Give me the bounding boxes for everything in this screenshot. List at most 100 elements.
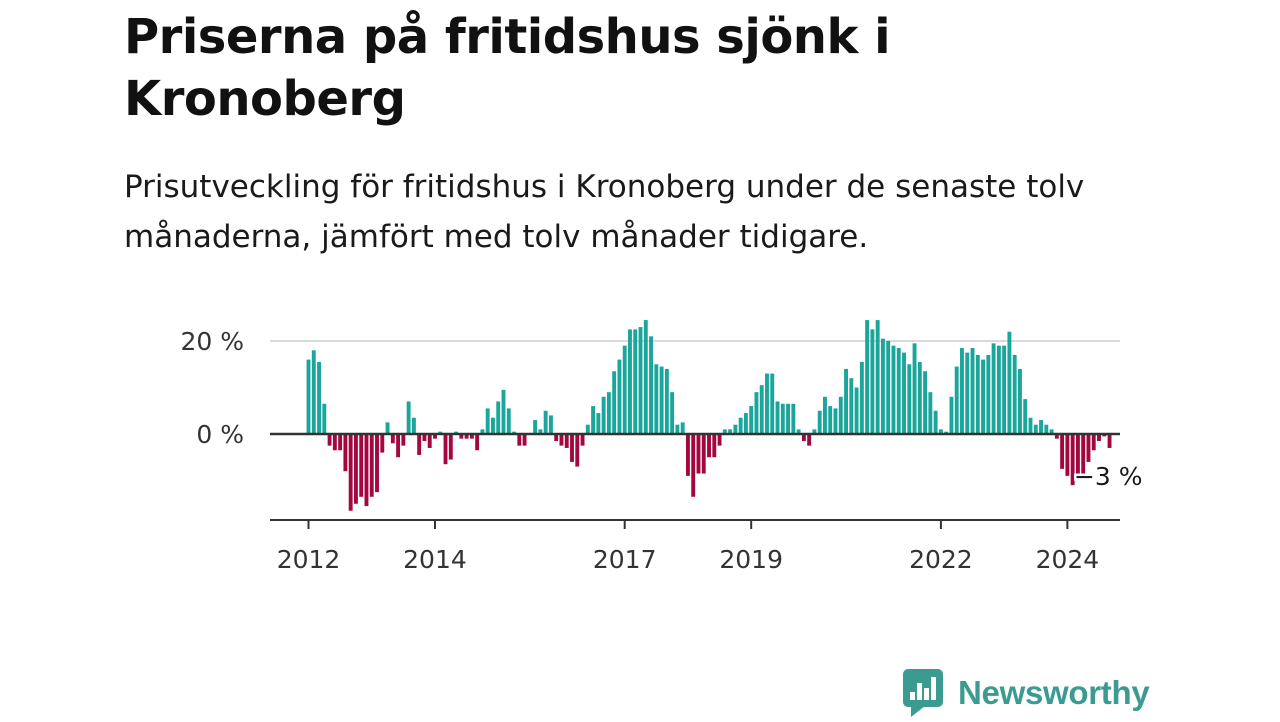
bar: [675, 424, 680, 434]
bar: [1012, 354, 1017, 434]
bar: [786, 403, 791, 434]
bar: [543, 410, 548, 434]
bar: [538, 429, 543, 434]
bar: [664, 368, 669, 434]
bar: [701, 434, 706, 474]
bar: [427, 434, 432, 448]
bar: [380, 434, 385, 453]
bar: [717, 434, 722, 446]
bar: [401, 434, 406, 446]
bar: [986, 354, 991, 434]
bar: [348, 434, 353, 511]
bar: [796, 429, 801, 434]
bar: [343, 434, 348, 472]
last-value-label: −3 %: [1074, 462, 1143, 491]
bar: [749, 406, 754, 434]
bar: [443, 434, 448, 465]
bar: [585, 424, 590, 434]
bar: [433, 434, 437, 439]
x-tick-label: 2022: [909, 545, 973, 574]
bar: [1018, 368, 1022, 434]
bar: [1081, 434, 1086, 474]
bar: [965, 352, 970, 434]
bar: [469, 434, 474, 439]
x-tick-label: 2014: [403, 545, 467, 574]
bar: [849, 378, 854, 434]
bar: [928, 392, 933, 434]
bar: [649, 336, 653, 434]
bar: [685, 434, 690, 476]
bar: [996, 345, 1001, 434]
bar: [1023, 399, 1028, 434]
bar: [754, 392, 759, 434]
bar: [522, 434, 527, 446]
bar: [859, 361, 864, 434]
bar: [1002, 345, 1007, 434]
bar: [554, 434, 559, 441]
bar: [606, 392, 611, 434]
x-tick-label: 2024: [1036, 545, 1100, 574]
bar: [1070, 434, 1075, 486]
bar: [896, 347, 901, 434]
bar: [1039, 420, 1043, 434]
bar: [496, 401, 501, 434]
bar: [917, 361, 922, 434]
bar: [960, 347, 964, 434]
bar: [475, 434, 480, 451]
bar: [817, 410, 822, 434]
y-tick-label: 20 %: [180, 327, 244, 356]
bar: [533, 420, 538, 434]
bar: [1060, 434, 1065, 469]
bar: [865, 320, 870, 434]
bar: [564, 434, 569, 448]
bar: [907, 364, 912, 434]
bar: [1075, 434, 1080, 476]
bar: [369, 434, 374, 497]
bar: [670, 392, 675, 434]
bar: [485, 408, 490, 434]
bar: [844, 368, 848, 434]
bar: [580, 434, 585, 446]
bar: [870, 329, 875, 434]
bar: [838, 396, 843, 434]
bar: [317, 361, 321, 434]
bar: [765, 373, 769, 434]
bar: [406, 401, 411, 434]
bar: [332, 434, 337, 451]
bar: [880, 338, 885, 434]
bar: [596, 413, 601, 434]
bar: [448, 434, 453, 460]
bar: [575, 434, 580, 467]
bar: [975, 354, 980, 434]
bar: [833, 408, 838, 434]
bar: [886, 341, 891, 434]
brand-logo[interactable]: Newsworthy: [902, 668, 1150, 718]
bar: [949, 396, 954, 434]
bar: [981, 359, 986, 434]
bar: [659, 366, 664, 434]
x-tick-label: 2012: [277, 545, 341, 574]
bar: [396, 434, 401, 458]
bar: [770, 373, 775, 434]
bar-chart-speech-bubble-icon: [902, 668, 944, 718]
brand-name: Newsworthy: [958, 674, 1150, 711]
bar: [823, 396, 827, 434]
bar: [923, 371, 928, 434]
bar: [780, 403, 785, 434]
bar: [954, 366, 959, 434]
bar: [1091, 434, 1096, 451]
bar: [775, 401, 780, 434]
bar: [591, 406, 596, 434]
bar: [601, 396, 606, 434]
bar: [1028, 417, 1033, 434]
bar: [491, 417, 495, 434]
bar: [422, 434, 427, 441]
bar: [970, 347, 975, 434]
bar: [1049, 429, 1054, 434]
bar: [891, 345, 896, 434]
bar: [733, 424, 738, 434]
bar: [743, 413, 748, 434]
bar: [390, 434, 395, 444]
bar: [464, 434, 469, 439]
bar: [311, 350, 316, 434]
